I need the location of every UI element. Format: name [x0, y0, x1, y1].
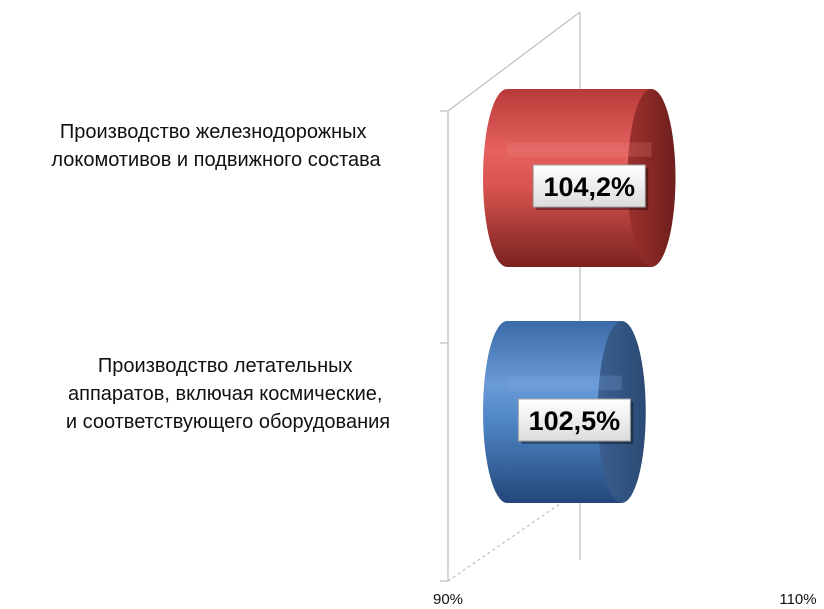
data-label-box-1: [517, 398, 631, 442]
category-label-0: Производство железнодорожных локомотивов…: [51, 121, 381, 171]
x-tick-labels: 90% 110%: [433, 591, 817, 608]
data-label-1: 102,5%: [517, 398, 634, 444]
data-label-text-1: 102,5%: [529, 406, 621, 436]
category-label-1: Производство летательных аппаратов, вклю…: [66, 355, 390, 433]
floor-depth-line: [447, 489, 581, 582]
category-labels: Производство железнодорожных локомотивов…: [51, 121, 390, 433]
bars-group: 104,2% 102,5%: [483, 89, 676, 503]
data-label-text-0: 104,2%: [543, 172, 635, 202]
bar-highlight-0: [507, 142, 652, 157]
x-tick-label-max: 110%: [779, 591, 816, 608]
data-label-box-0: [532, 164, 646, 208]
data-label-0: 104,2%: [532, 164, 649, 210]
top-depth-line: [447, 11, 581, 112]
bar-cap-0: [627, 89, 676, 267]
bar-1: 102,5%: [483, 321, 646, 503]
bar-highlight-1: [507, 375, 622, 391]
bar-0: 104,2%: [483, 89, 676, 267]
x-tick-label-min: 90%: [433, 591, 463, 608]
